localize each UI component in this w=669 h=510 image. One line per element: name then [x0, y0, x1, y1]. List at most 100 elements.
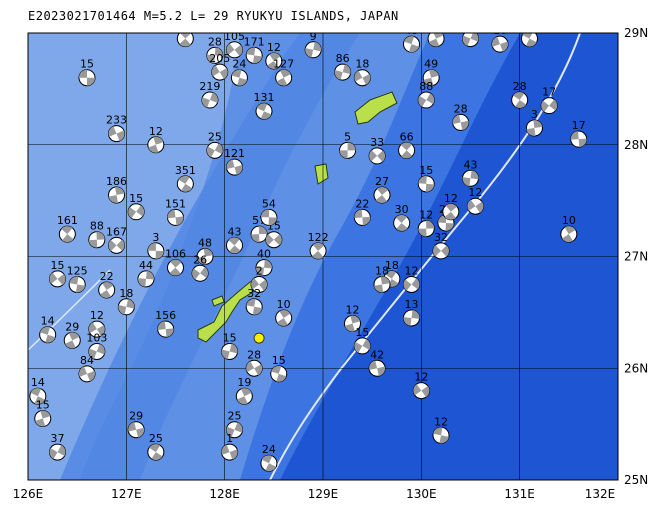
compressional-quadrant	[460, 120, 469, 131]
focal-mechanism: 12	[442, 192, 460, 221]
focal-mechanism: 161	[57, 214, 78, 243]
focal-mechanism: 131	[254, 91, 275, 120]
compressional-quadrant	[312, 250, 324, 259]
compressional-quadrant	[148, 144, 159, 153]
compressional-quadrant	[395, 214, 408, 223]
mechanism-depth-label: 5	[344, 130, 351, 143]
compressional-quadrant	[428, 69, 439, 78]
compressional-quadrant	[268, 217, 277, 226]
focal-mechanism: 88	[88, 220, 106, 249]
mechanism-depth-label: 18	[375, 264, 389, 277]
compressional-quadrant	[30, 388, 42, 397]
compressional-quadrant	[265, 463, 277, 472]
mechanism-depth-label: 122	[308, 231, 329, 244]
compressional-quadrant	[206, 54, 215, 64]
mechanism-depth-label: 48	[198, 237, 212, 250]
mechanism-depth-label: 167	[106, 225, 127, 238]
mechanism-depth-label: 43	[228, 225, 242, 238]
focal-mechanism: 24	[260, 443, 278, 472]
mechanism-depth-label: 28	[454, 102, 468, 115]
compressional-quadrant	[138, 278, 146, 287]
focal-mechanism: 49	[422, 58, 440, 87]
mechanism-depth-label: 22	[100, 270, 114, 283]
mechanism-depth-label: 47	[464, 19, 478, 32]
compressional-quadrant	[549, 99, 558, 111]
focal-mechanism: 22	[98, 270, 116, 299]
focal-mechanism: 12	[466, 186, 484, 215]
compressional-quadrant	[88, 348, 97, 359]
focal-mechanism: 2	[250, 264, 268, 293]
compressional-quadrant	[118, 304, 127, 315]
mechanism-depth-label: 12	[414, 371, 428, 384]
compressional-quadrant	[253, 55, 263, 64]
focal-mechanism: 15	[78, 58, 96, 87]
lat-tick-label: 28N	[624, 138, 648, 152]
focal-mechanism: 86	[334, 52, 352, 81]
mechanism-depth-label: 54	[262, 197, 276, 210]
compressional-quadrant	[441, 245, 450, 257]
focal-mechanism: 28	[206, 35, 224, 64]
compressional-quadrant	[246, 361, 255, 373]
lon-tick-label: 126E	[13, 487, 44, 501]
focal-mechanism: 43	[226, 225, 243, 254]
mechanism-depth-label: 28	[208, 35, 222, 48]
mechanism-depth-label: 30	[395, 203, 409, 216]
compressional-quadrant	[226, 43, 235, 55]
focal-mechanism: 33	[368, 136, 386, 165]
compressional-quadrant	[500, 41, 508, 52]
mechanism-depth-label: 25	[149, 432, 163, 445]
compressional-quadrant	[234, 44, 243, 56]
focal-mechanism: 1	[221, 432, 239, 461]
compressional-quadrant	[116, 130, 125, 141]
compressional-quadrant	[377, 366, 386, 377]
compressional-quadrant	[179, 38, 191, 47]
mechanism-depth-label: 29	[65, 320, 79, 333]
mechanism-depth-label: 44	[139, 259, 153, 272]
focal-mechanism: 3	[525, 108, 543, 137]
compressional-quadrant	[470, 33, 479, 42]
compressional-quadrant	[259, 279, 268, 291]
compressional-quadrant	[87, 77, 95, 86]
focal-mechanism: 18	[373, 264, 391, 293]
focal-mechanism: 9	[304, 33, 322, 59]
compressional-quadrant	[96, 344, 105, 355]
compressional-quadrant	[423, 77, 434, 86]
compressional-quadrant	[49, 448, 58, 460]
compressional-quadrant	[421, 385, 430, 398]
compressional-quadrant	[40, 326, 51, 335]
compressional-quadrant	[226, 159, 235, 170]
compressional-quadrant	[265, 234, 274, 246]
mechanism-depth-label: 14	[31, 376, 45, 389]
compressional-quadrant	[214, 47, 223, 56]
compressional-quadrant	[475, 201, 484, 213]
focal-mechanism: 40	[255, 248, 273, 277]
compressional-quadrant	[339, 150, 348, 159]
compressional-quadrant	[267, 60, 279, 69]
compressional-quadrant	[192, 268, 201, 280]
focal-mechanism: 47	[462, 19, 479, 48]
compressional-quadrant	[57, 445, 66, 456]
lon-tick-label: 131E	[504, 487, 535, 501]
lon-tick-label: 132E	[585, 487, 616, 501]
mechanism-depth-label: 12	[405, 264, 419, 277]
mechanism-depth-label: 78	[429, 19, 443, 32]
compressional-quadrant	[362, 73, 371, 85]
compressional-quadrant	[252, 306, 263, 315]
mechanism-depth-label: 28	[247, 348, 261, 361]
mechanism-depth-label: 13	[405, 298, 419, 311]
mechanism-depth-label: 42	[370, 348, 384, 361]
focal-mechanism: 219	[199, 80, 220, 109]
focal-mechanism: 151	[165, 197, 186, 226]
mechanism-depth-label: 28	[513, 80, 527, 93]
compressional-quadrant	[203, 248, 213, 257]
compressional-quadrant	[570, 131, 579, 140]
focal-mechanism: 12	[403, 264, 420, 293]
compressional-quadrant	[273, 234, 282, 246]
focal-mechanism: 10	[491, 33, 509, 53]
compressional-quadrant	[246, 298, 256, 307]
mechanism-depth-label: 3	[152, 231, 159, 244]
compressional-quadrant	[229, 449, 238, 460]
lat-tick-label: 29N	[624, 26, 648, 40]
focal-mechanism: 28	[511, 80, 529, 109]
